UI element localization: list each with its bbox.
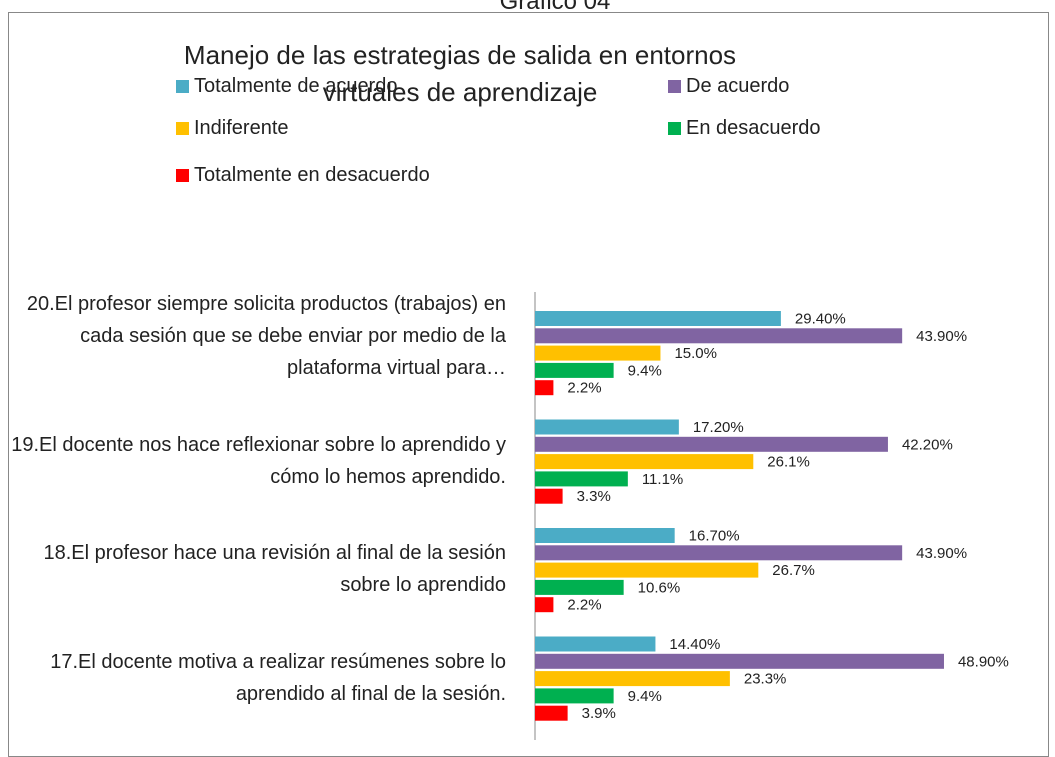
data-label: 43.90% <box>916 328 967 345</box>
legend-label: Totalmente en desacuerdo <box>194 164 430 186</box>
bar <box>535 419 679 435</box>
bar <box>535 471 628 487</box>
data-label: 26.7% <box>772 562 815 579</box>
data-label: 26.1% <box>767 454 810 471</box>
data-label: 23.3% <box>744 671 787 688</box>
bar <box>535 380 554 396</box>
bar <box>535 345 661 361</box>
data-label: 10.6% <box>638 579 681 596</box>
bar <box>535 436 888 452</box>
legend-swatch <box>176 122 189 135</box>
data-label: 3.3% <box>577 488 611 505</box>
chart-header: Gráfico 04 <box>499 0 611 15</box>
legend-swatch <box>176 169 189 182</box>
bar <box>535 688 614 704</box>
data-label: 14.40% <box>669 636 720 653</box>
bar <box>535 653 944 669</box>
legend-label: Totalmente de acuerdo <box>194 75 398 97</box>
legend-swatch <box>668 122 681 135</box>
bar <box>535 454 754 470</box>
data-label: 15.0% <box>674 345 717 362</box>
bar <box>535 528 675 543</box>
data-label: 43.90% <box>916 545 967 562</box>
data-label: 17.20% <box>693 419 744 436</box>
category-label: 18.El profesor hace una revisión al fina… <box>43 542 507 597</box>
legend-label: Indiferente <box>194 117 289 139</box>
bar <box>535 562 759 578</box>
bar <box>535 597 554 613</box>
bar <box>535 671 730 687</box>
legend-swatch <box>176 80 189 93</box>
data-label: 48.90% <box>958 653 1009 670</box>
data-label: 29.40% <box>795 310 846 327</box>
data-label: 16.70% <box>689 527 740 544</box>
legend-item: Indiferente <box>176 117 289 140</box>
legend-item: De acuerdo <box>668 75 789 98</box>
data-label: 3.9% <box>582 705 616 722</box>
data-label: 9.4% <box>628 362 662 379</box>
legend-label: De acuerdo <box>686 75 790 97</box>
data-label: 2.2% <box>567 597 601 614</box>
bar <box>535 705 568 721</box>
bar <box>535 311 781 326</box>
bar <box>535 328 903 344</box>
data-label: 2.2% <box>567 380 601 397</box>
legend-item: Totalmente en desacuerdo <box>176 164 430 187</box>
chart-title: Manejo de las estrategias de salida en e… <box>183 40 737 107</box>
legend-item: Totalmente de acuerdo <box>176 75 397 98</box>
bar <box>535 636 656 652</box>
legend-label: En desacuerdo <box>686 117 821 139</box>
legend-item: En desacuerdo <box>668 117 821 140</box>
bar <box>535 488 563 504</box>
category-label: 17.El docente motiva a realizar resúmene… <box>50 650 506 705</box>
bar <box>535 362 614 378</box>
legend-swatch <box>668 80 681 93</box>
data-label: 9.4% <box>628 688 662 705</box>
data-label: 42.20% <box>902 436 953 453</box>
bar <box>535 545 903 561</box>
category-label: 20.El profesor siempre solicita producto… <box>26 293 506 380</box>
category-label: 19.El docente nos hace reflexionar sobre… <box>11 433 506 488</box>
bar <box>535 579 624 595</box>
data-label: 11.1% <box>642 471 683 488</box>
